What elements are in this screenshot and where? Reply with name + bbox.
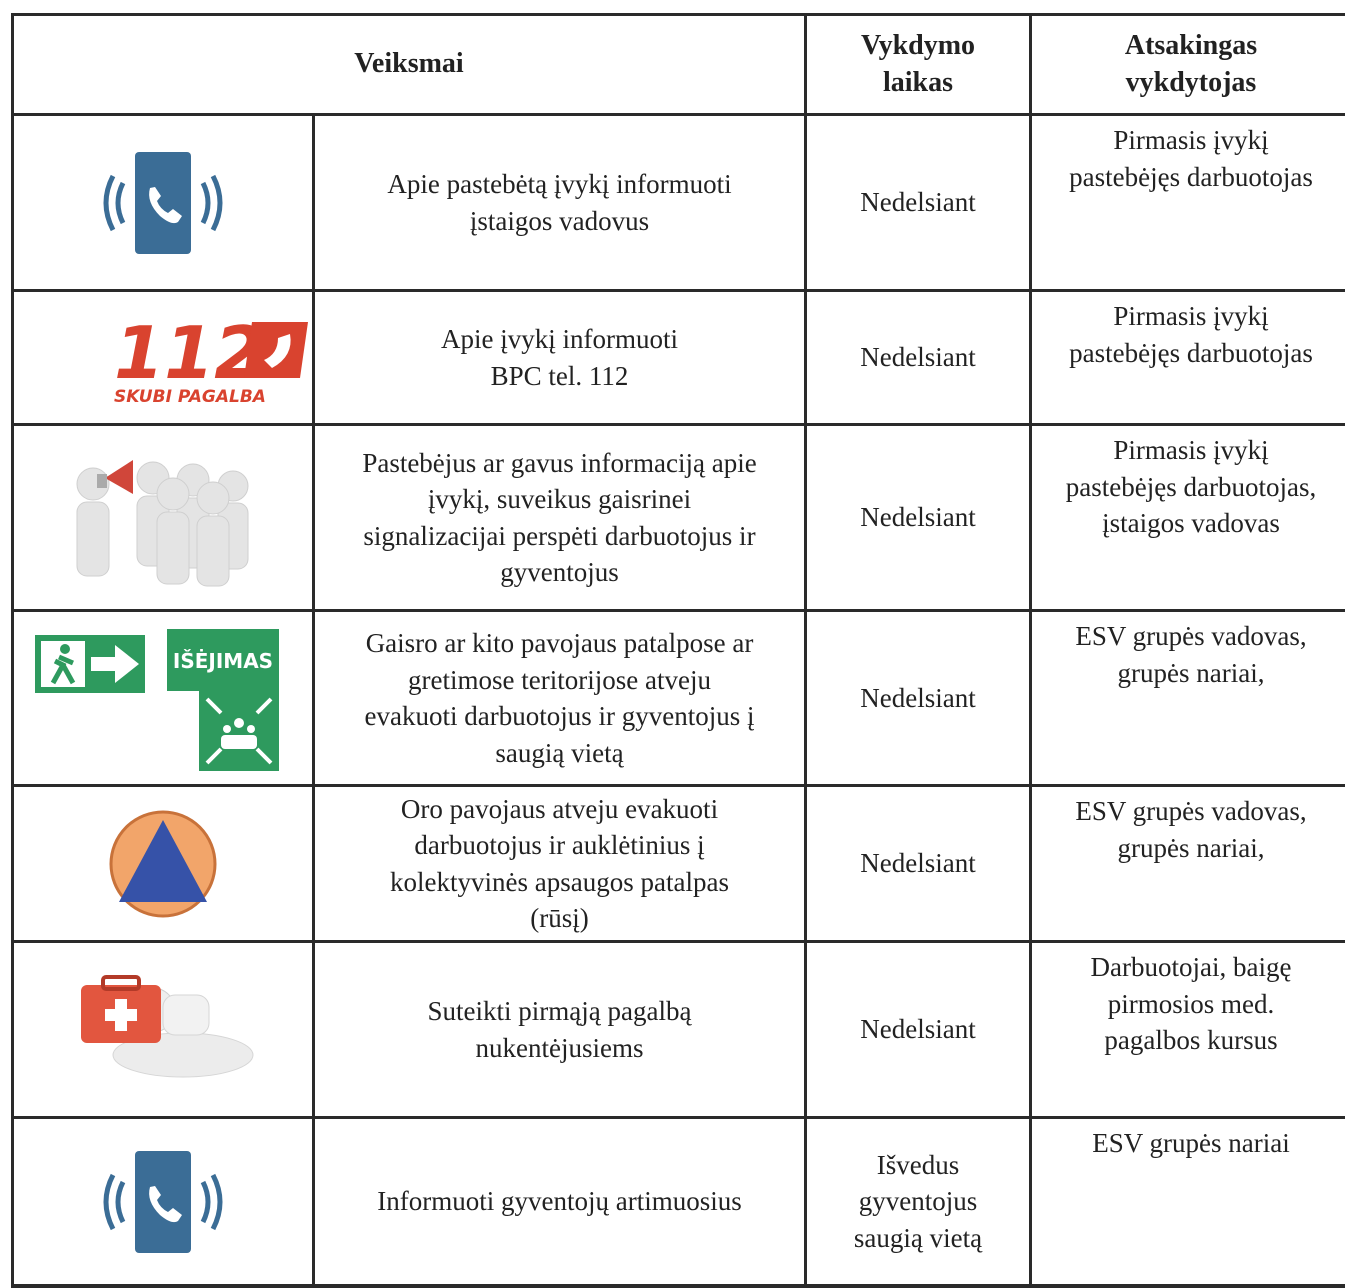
- text-line: vykdytojas: [1125, 66, 1257, 98]
- text-line: pastebėjęs darbuotojas,: [1065, 471, 1317, 502]
- text-line: Nedelsiant: [860, 848, 976, 879]
- text-line: grupės nariai,: [1117, 657, 1265, 688]
- text-line: Oro pavojaus atveju evakuoti: [400, 793, 719, 824]
- text-line: Nedelsiant: [860, 502, 976, 533]
- text-line: laikas: [882, 66, 954, 98]
- icon-cell: [14, 426, 312, 609]
- responsible-cell: ESV grupės nariai: [1032, 1119, 1345, 1284]
- phone-icon: [103, 1150, 223, 1253]
- icon-cell: [14, 1119, 312, 1284]
- text-line: Informuoti gyventojų artimuosius: [377, 1186, 742, 1217]
- text-line: saugią vietą: [495, 737, 624, 768]
- text-line: Pirmasis įvykį: [1113, 125, 1269, 155]
- text-line: Nedelsiant: [860, 1014, 976, 1045]
- responsible-cell: Pirmasis įvykį pastebėjęs darbuotojas: [1032, 116, 1345, 289]
- time-cell: Nedelsiant: [807, 943, 1029, 1116]
- text-line: ESV grupės vadovas,: [1075, 796, 1307, 826]
- text-line: Nedelsiant: [860, 682, 976, 713]
- text-line: įstaigos vadovus: [469, 205, 650, 236]
- civil-defense-icon: [109, 810, 217, 917]
- text-line: ESV grupės vadovas,: [1075, 621, 1307, 651]
- text-line: pirmosios med.: [1107, 988, 1275, 1019]
- text-line: kolektyvinės apsaugos patalpas: [390, 866, 729, 897]
- exit-sign-text: IŠĖJIMAS: [173, 649, 273, 673]
- text-line: evakuoti darbuotojus ir gyventojus į: [364, 701, 755, 731]
- text-line: Atsakingas: [1124, 30, 1258, 61]
- text-line: saugią vietą: [853, 1222, 983, 1253]
- table: Veiksmai Vykdymo laikas Atsakingas vykdyto…: [11, 13, 1345, 1288]
- time-cell: Nedelsiant: [807, 426, 1029, 609]
- time-cell: Nedelsiant: [807, 292, 1029, 423]
- time-cell: Nedelsiant: [807, 787, 1029, 940]
- text-line: pastebėjęs darbuotojas: [1069, 161, 1313, 192]
- text-line: Apie pastebėtą įvykį informuoti: [387, 169, 732, 199]
- text-line: BPC tel. 112: [490, 360, 629, 391]
- text-line: Gaisro ar kito pavojaus patalpose ar: [365, 628, 754, 658]
- text-line: grupės nariai,: [1117, 832, 1265, 863]
- first-aid-icon: [81, 974, 254, 1077]
- action-cell: Suteikti pirmąją pagalbą nukentėjusiems: [315, 943, 804, 1116]
- text-line: įvykį, suveikus gaisrinei: [427, 484, 692, 514]
- icon-112-number: 112: [114, 311, 264, 395]
- text-line: įstaigos vadovas: [1102, 508, 1280, 538]
- text-line: Veiksmai: [354, 48, 464, 80]
- time-cell: Nedelsiant: [807, 612, 1029, 784]
- responsible-cell: Pirmasis įvykį pastebėjęs darbuotojas, įst…: [1032, 426, 1345, 609]
- text-line: Išvedus: [876, 1149, 960, 1180]
- text-line: Darbuotojai, baigę: [1090, 952, 1292, 982]
- text-line: gyventojus: [500, 557, 619, 587]
- text-line: ESV grupės nariai: [1092, 1128, 1290, 1158]
- text-line: darbuotojus ir auklėtinius į: [414, 830, 705, 860]
- text-line: gretimose teritorijose atveju: [408, 664, 711, 695]
- icon-cell: [14, 943, 312, 1116]
- action-cell: Informuoti gyventojų artimuosius: [315, 1119, 804, 1284]
- action-cell: Apie įvykį informuoti BPC tel. 112: [315, 292, 804, 423]
- icon-cell: 112 SKUBI PAGALBA: [14, 292, 312, 423]
- text-line: gyventojus: [858, 1186, 978, 1217]
- text-line: signalizacijai perspėti darbuotojus ir: [363, 520, 756, 551]
- emergency-112-icon: 112 SKUBI PAGALBA: [114, 311, 308, 407]
- icon-cell: [14, 116, 312, 289]
- action-cell: Gaisro ar kito pavojaus patalpose ar gret…: [315, 612, 804, 784]
- time-cell: Nedelsiant: [807, 116, 1029, 289]
- icon-cell: [14, 787, 312, 940]
- text-line: nukentėjusiems: [475, 1032, 644, 1063]
- time-cell: Išvedus gyventojus saugią vietą: [807, 1119, 1029, 1284]
- text-line: Pirmasis įvykį: [1113, 301, 1269, 331]
- crowd-warning-icon: [76, 459, 249, 586]
- text-line: Pirmasis įvykį: [1113, 435, 1269, 465]
- text-line: Pastebėjus ar gavus informaciją apie: [362, 447, 757, 478]
- responsible-cell: Darbuotojai, baigę pirmosios med. pagalbos…: [1032, 943, 1345, 1116]
- text-line: Vykdymo: [860, 30, 976, 61]
- text-line: pastebėjęs darbuotojas: [1069, 337, 1313, 368]
- header-actions: Veiksmai: [14, 16, 804, 113]
- text-line: (rūsį): [530, 903, 589, 933]
- text-line: Nedelsiant: [860, 342, 976, 373]
- responsible-cell: ESV grupės vadovas, grupės nariai,: [1032, 612, 1345, 784]
- text-line: Nedelsiant: [860, 187, 976, 218]
- action-cell: Oro pavojaus atveju evakuoti darbuotojus …: [315, 787, 804, 940]
- text-line: Suteikti pirmąją pagalbą: [427, 996, 692, 1026]
- action-cell: Pastebėjus ar gavus informaciją apie įvyk…: [315, 426, 804, 609]
- header-time: Vykdymo laikas: [807, 16, 1029, 113]
- exit-icon: IŠĖJIMAS: [35, 629, 279, 771]
- header-responsible: Atsakingas vykdytojas: [1032, 16, 1345, 113]
- text-line: Apie įvykį informuoti: [441, 324, 678, 354]
- icon-cell: IŠĖJIMAS: [14, 612, 312, 784]
- text-line: pagalbos kursus: [1104, 1025, 1278, 1055]
- responsible-cell: ESV grupės vadovas, grupės nariai,: [1032, 787, 1345, 940]
- action-cell: Apie pastebėtą įvykį informuoti įstaigos …: [315, 116, 804, 289]
- icon-112-caption: SKUBI PAGALBA: [114, 387, 266, 407]
- responsible-cell: Pirmasis įvykį pastebėjęs darbuotojas: [1032, 292, 1345, 423]
- phone-icon: [103, 151, 223, 254]
